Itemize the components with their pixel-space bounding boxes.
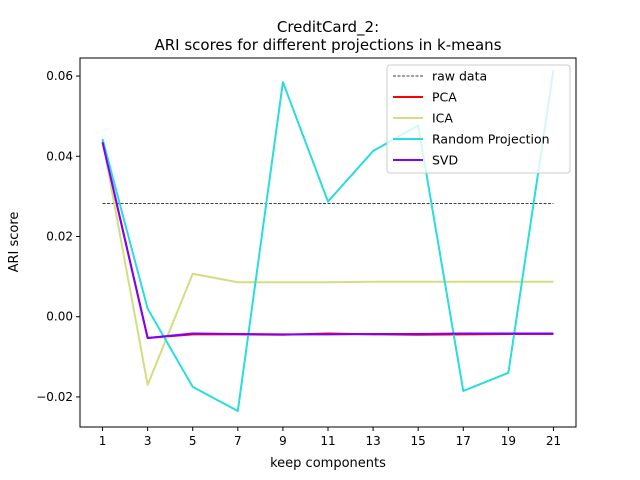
- x-tick-label: 7: [234, 434, 242, 448]
- legend-label-svd: SVD: [432, 153, 458, 168]
- legend-label-random-projection: Random Projection: [432, 132, 550, 147]
- y-tick-label: 0.06: [46, 69, 73, 83]
- x-tick-label: 3: [144, 434, 152, 448]
- y-tick-label: 0.02: [46, 229, 73, 243]
- x-tick-label: 13: [365, 434, 380, 448]
- x-axis-ticks: 1 3 5 7 9 11 13 15 17 19 21: [99, 427, 561, 448]
- y-tick-label: −0.02: [36, 390, 73, 404]
- x-tick-label: 5: [189, 434, 197, 448]
- series-line-random-projection: [101, 69, 555, 412]
- y-tick-label: 0.00: [46, 310, 73, 324]
- legend: raw data PCA ICA Random Projection SVD: [386, 64, 571, 174]
- chart-title-line-2: ARI scores for different projections in …: [154, 36, 501, 54]
- y-axis-label: ARI score: [7, 212, 22, 273]
- legend-label-ica: ICA: [432, 111, 453, 126]
- legend-box: [386, 64, 571, 174]
- series-line-ica: [101, 140, 554, 386]
- x-tick-label: 15: [411, 434, 426, 448]
- series-line-svd: [101, 142, 554, 339]
- x-tick-label: 11: [320, 434, 335, 448]
- x-tick-label: 19: [501, 434, 516, 448]
- x-tick-label: 17: [456, 434, 471, 448]
- x-axis-label: keep components: [270, 456, 386, 471]
- plot-lines: [101, 69, 555, 412]
- chart-title-line-1: CreditCard_2:: [277, 18, 379, 37]
- y-axis-ticks: −0.02 0.00 0.02 0.04 0.06: [36, 69, 80, 404]
- x-tick-label: 1: [99, 434, 107, 448]
- legend-label-raw-data: raw data: [432, 69, 487, 84]
- y-tick-label: 0.04: [46, 149, 73, 163]
- legend-label-pca: PCA: [432, 90, 457, 105]
- x-tick-label: 21: [546, 434, 561, 448]
- x-tick-label: 9: [279, 434, 287, 448]
